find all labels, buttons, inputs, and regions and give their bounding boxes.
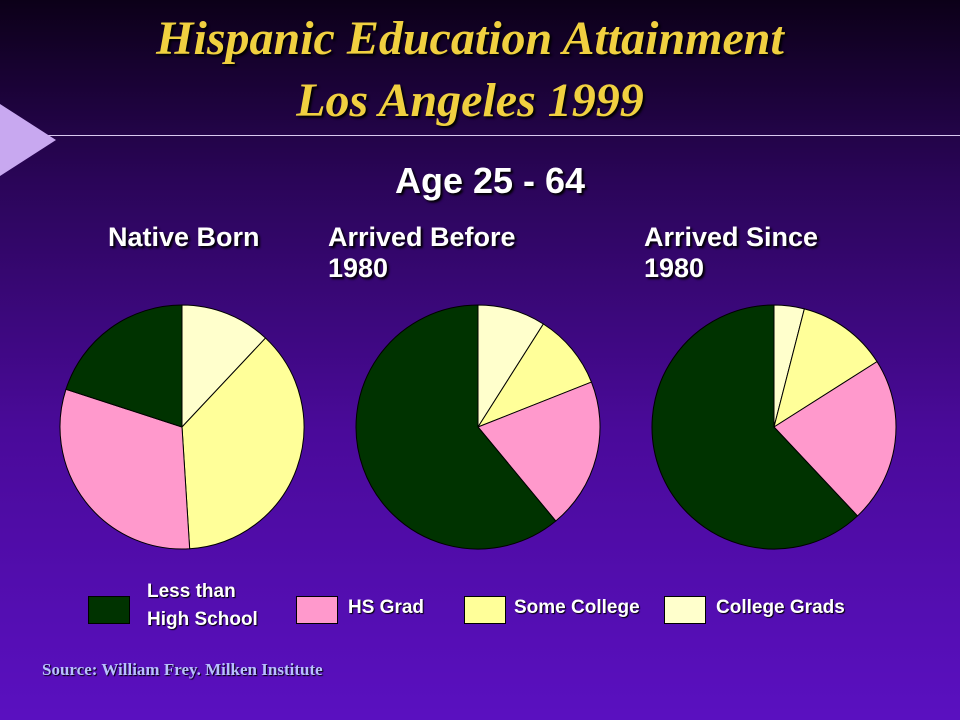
legend-swatch-less-than-high-school <box>88 596 130 624</box>
pie-slice-2-some-college <box>476 323 593 429</box>
pie-slice-1-less-than-high-school <box>65 304 183 428</box>
legend-swatch-hs-grad <box>296 596 338 624</box>
pie-slice-3-some-college <box>773 308 878 429</box>
legend-label-college-grads: College Grads <box>716 597 845 618</box>
legend-swatch-some-college <box>464 596 506 624</box>
slide-title-line2: Los Angeles 1999 <box>296 74 644 127</box>
triangle-bullet-icon <box>0 104 56 176</box>
legend-label-less-than-high-school: Less than High School <box>147 581 258 630</box>
slide-title-line1: Hispanic Education Attainment <box>156 12 784 65</box>
legend-label-some-college: Some College <box>514 597 640 618</box>
pie-slice-1-hs-grad <box>59 388 191 550</box>
source-citation: Source: William Frey. Milken Institute <box>42 660 323 679</box>
pie-slice-3-less-than-high-school <box>651 304 859 550</box>
legend-swatch-college-grads <box>664 596 706 624</box>
pie-title-arrived-before-1980: Arrived Before 1980 <box>328 222 516 283</box>
pie-slice-3-hs-grad <box>773 360 897 517</box>
legend-label-hs-grad: HS Grad <box>348 597 425 618</box>
pie-slice-2-hs-grad <box>477 381 601 522</box>
pie-slice-2-less-than-high-school <box>355 304 557 550</box>
pie-title-arrived-since-1980: Arrived Since 1980 <box>644 222 819 283</box>
pie-slice-1-college-grads <box>181 304 267 429</box>
chart-subtitle: Age 25 - 64 <box>394 160 586 201</box>
pie-slice-1-some-college <box>181 337 305 550</box>
pie-title-native-born: Native Born <box>108 222 260 252</box>
title-divider <box>40 135 960 136</box>
